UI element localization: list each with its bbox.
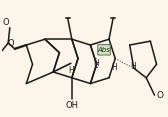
- Text: O: O: [2, 18, 9, 27]
- Text: Abs: Abs: [98, 47, 111, 53]
- Text: H̱: H̱: [93, 58, 99, 68]
- FancyBboxPatch shape: [98, 45, 110, 55]
- Text: O: O: [156, 91, 163, 100]
- Text: H: H: [68, 66, 74, 75]
- Text: H: H: [111, 63, 117, 72]
- Text: OH: OH: [65, 101, 78, 110]
- Text: H: H: [131, 62, 136, 71]
- Text: O: O: [8, 39, 14, 48]
